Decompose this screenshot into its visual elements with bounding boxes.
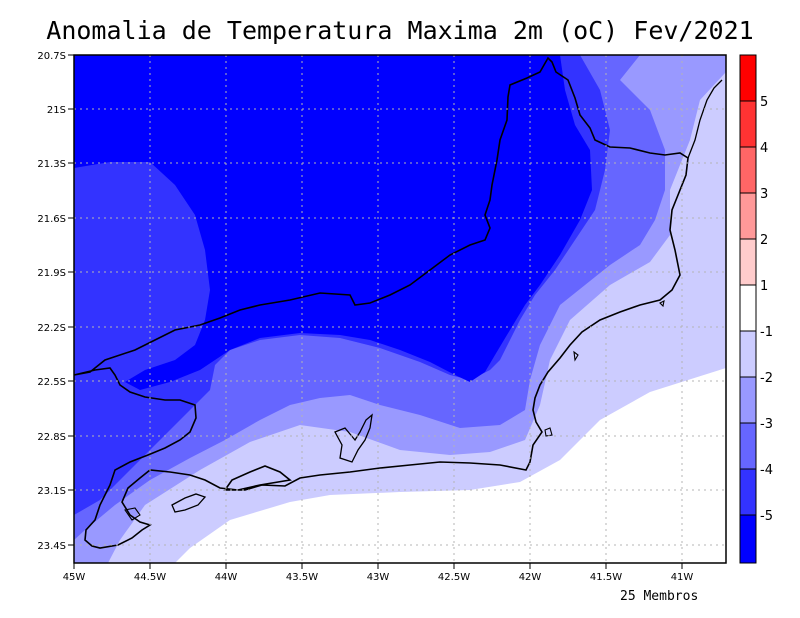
colorbar-swatch	[739, 54, 757, 102]
lon-label: 42W	[519, 572, 542, 583]
lat-label: 23.1S	[37, 486, 66, 497]
colorbar-swatch	[739, 422, 757, 470]
lat-label: 22.8S	[37, 432, 66, 443]
colorbar-swatch	[739, 100, 757, 148]
colorbar-swatch	[739, 238, 757, 286]
lat-label: 21.9S	[37, 268, 66, 279]
colorbar-swatch	[739, 330, 757, 378]
colorbar-label: -2	[760, 371, 773, 386]
islands-cluster	[124, 300, 665, 521]
lat-label: 21.3S	[37, 159, 66, 170]
members-footer: 25 Membros	[620, 589, 699, 604]
colorbar-label: 1	[760, 279, 768, 294]
guanabara-bay	[334, 413, 373, 463]
lon-labels: 45W 44.5W 44W 43.5W 43W 42.5W 42W 41.5W …	[63, 572, 694, 583]
lat-label: 20.7S	[37, 51, 66, 62]
colorbar-label: -3	[760, 417, 773, 432]
lon-label: 43.5W	[286, 572, 318, 583]
colorbar-label: -4	[760, 463, 773, 478]
colorbar-swatch	[739, 146, 757, 194]
colorbar-swatch	[739, 376, 757, 424]
colorbar-label: -1	[760, 325, 773, 340]
lat-label: 23.4S	[37, 541, 66, 552]
lon-label: 44.5W	[134, 572, 166, 583]
lon-label: 43W	[367, 572, 390, 583]
lon-label: 41.5W	[590, 572, 622, 583]
lat-label: 22.2S	[37, 323, 66, 334]
ilha-grande	[171, 493, 207, 513]
colorbar-label: -5	[760, 509, 773, 524]
state-boundary	[73, 56, 689, 549]
lat-labels: 20.7S 21S 21.3S 21.6S 21.9S 22.2S 22.5S …	[37, 51, 66, 552]
colorbar-swatch	[739, 284, 757, 332]
colorbar-swatch	[739, 192, 757, 240]
colorbar-label: 2	[760, 233, 768, 248]
band-minus5	[74, 55, 592, 390]
map-title: Anomalia de Temperatura Maxima 2m (oC) F…	[46, 16, 754, 45]
colorbar-label: 4	[760, 141, 768, 156]
lon-label: 41W	[671, 572, 694, 583]
lat-label: 21S	[47, 105, 66, 116]
colorbar-swatch	[739, 514, 757, 564]
coastline-northeast	[687, 79, 723, 159]
lat-label: 22.5S	[37, 377, 66, 388]
lon-label: 42.5W	[438, 572, 470, 583]
lon-label: 45W	[63, 572, 86, 583]
colorbar-label: 3	[760, 187, 768, 202]
frame-ticks	[68, 54, 683, 569]
plot-frame	[73, 54, 727, 564]
colorbar-label: 5	[760, 95, 768, 110]
lon-label: 44W	[215, 572, 238, 583]
graticule	[74, 55, 726, 563]
colorbar: 5 4 3 2 1 -1 -2 -3 -4 -5	[739, 54, 773, 564]
colorbar-swatch	[739, 468, 757, 516]
map-plot-area	[73, 55, 726, 563]
lat-label: 21.6S	[37, 214, 66, 225]
